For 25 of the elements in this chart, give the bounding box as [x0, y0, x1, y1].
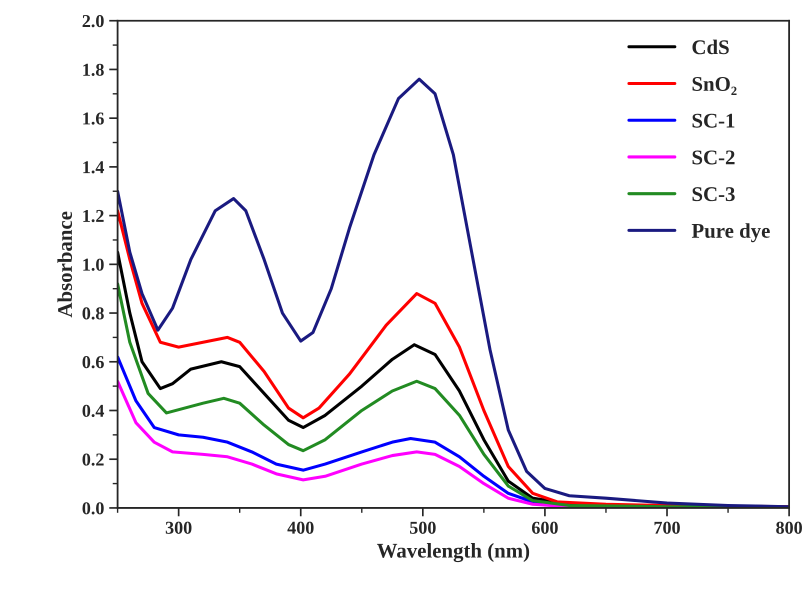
x-tick-label: 700	[654, 522, 680, 534]
x-axis-title: Wavelength (nm)	[376, 543, 530, 562]
y-tick-label: 1.6	[83, 112, 104, 125]
y-tick-label: 0.2	[82, 453, 104, 466]
legend-label: Pure dye	[692, 223, 770, 242]
legend-label: SnO₂	[692, 76, 737, 95]
y-tick-label: 1.4	[83, 161, 104, 174]
y-tick-label: 0.6	[82, 356, 104, 368]
y-tick-label: 0.8	[82, 307, 104, 320]
y-tick-label: 2.0	[82, 14, 104, 28]
legend-label: SC-2	[692, 150, 735, 164]
legend-label: CdS	[692, 40, 729, 54]
x-tick-label: 800	[776, 522, 802, 534]
y-tick-label: 1.0	[83, 258, 104, 271]
x-tick-label: 400	[287, 522, 314, 534]
y-tick-label: 0.0	[82, 502, 104, 514]
y-tick-label: 1.2	[83, 210, 104, 222]
legend-label: SC-3	[692, 187, 735, 202]
legend-label: SC-1	[692, 114, 734, 128]
y-tick-label: 0.4	[82, 404, 104, 418]
y-axis-title: Absorbance	[57, 212, 72, 318]
y-tick-label: 1.8	[83, 64, 104, 76]
x-tick-label: 600	[532, 522, 558, 534]
x-tick-label: 300	[166, 522, 192, 534]
x-tick-label: 500	[410, 522, 436, 534]
